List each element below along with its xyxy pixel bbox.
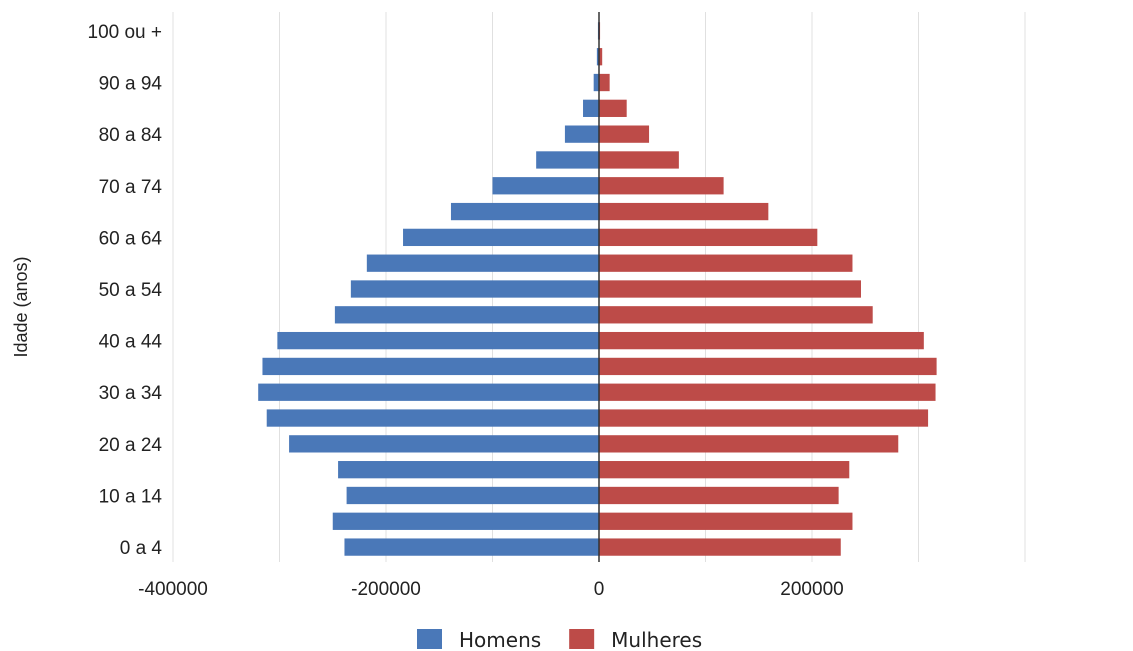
bar-mulheres-3[interactable]	[599, 461, 850, 479]
legend[interactable]: Homens Mulheres	[417, 628, 702, 651]
y-tick-label: 80 a 84	[99, 125, 163, 146]
bar-mulheres-13[interactable]	[599, 202, 769, 221]
y-axis-title: Idade (anos)	[11, 256, 31, 357]
bar-homens-1[interactable]	[332, 512, 599, 530]
bar-mulheres-5[interactable]	[599, 409, 929, 427]
bar-homens-8[interactable]	[277, 331, 599, 350]
bar-mulheres-18[interactable]	[599, 73, 610, 92]
y-tick-label: 30 a 34	[99, 383, 163, 404]
bar-homens-14[interactable]	[492, 177, 600, 195]
bar-mulheres-16[interactable]	[599, 125, 650, 143]
bar-mulheres-7[interactable]	[599, 357, 937, 376]
bar-mulheres-14[interactable]	[599, 177, 724, 195]
x-tick-label: -400000	[138, 579, 208, 600]
x-tick-label: 0	[594, 579, 605, 600]
bars	[258, 22, 937, 556]
legend-swatch-homens[interactable]	[417, 629, 442, 649]
bar-mulheres-4[interactable]	[599, 435, 899, 453]
bar-mulheres-9[interactable]	[599, 306, 873, 324]
legend-label-homens[interactable]: Homens	[459, 628, 541, 651]
y-tick-label: 20 a 24	[99, 435, 163, 456]
bar-homens-5[interactable]	[266, 409, 599, 427]
bar-mulheres-10[interactable]	[599, 280, 861, 298]
bar-homens-7[interactable]	[262, 357, 599, 376]
bar-homens-6[interactable]	[258, 383, 599, 401]
bar-mulheres-17[interactable]	[599, 99, 627, 117]
bar-homens-2[interactable]	[346, 486, 599, 505]
bar-homens-4[interactable]	[289, 435, 599, 453]
bar-mulheres-12[interactable]	[599, 228, 818, 247]
bar-homens-15[interactable]	[536, 151, 599, 169]
y-tick-label: 60 a 64	[99, 228, 163, 249]
bar-homens-10[interactable]	[350, 280, 599, 298]
bar-homens-3[interactable]	[338, 461, 599, 479]
bar-mulheres-0[interactable]	[599, 538, 841, 556]
bar-homens-19[interactable]	[596, 48, 599, 66]
x-tick-label: 200000	[780, 579, 843, 600]
bar-homens-12[interactable]	[403, 228, 599, 247]
y-tick-label: 0 a 4	[120, 538, 163, 559]
y-tick-label: 10 a 14	[99, 486, 163, 507]
legend-label-mulheres[interactable]: Mulheres	[611, 628, 702, 651]
bar-homens-9[interactable]	[334, 306, 599, 324]
bar-mulheres-11[interactable]	[599, 254, 853, 272]
bar-mulheres-8[interactable]	[599, 331, 924, 350]
bar-mulheres-6[interactable]	[599, 383, 936, 401]
y-tick-label: 50 a 54	[99, 280, 163, 301]
bar-mulheres-19[interactable]	[599, 48, 603, 66]
y-tick-label: 90 a 94	[99, 74, 163, 95]
y-tick-label: 70 a 74	[99, 177, 163, 198]
legend-swatch-mulheres[interactable]	[569, 629, 595, 649]
bar-homens-11[interactable]	[366, 254, 599, 272]
bar-mulheres-1[interactable]	[599, 512, 853, 530]
y-tick-label: 100 ou +	[88, 22, 163, 43]
x-tick-label: -200000	[351, 579, 421, 600]
y-tick-label: 40 a 44	[99, 332, 163, 353]
bar-mulheres-15[interactable]	[599, 151, 679, 169]
bar-homens-0[interactable]	[344, 538, 599, 556]
bar-homens-16[interactable]	[564, 125, 599, 143]
bar-homens-17[interactable]	[583, 99, 599, 117]
bar-mulheres-2[interactable]	[599, 486, 839, 505]
bar-homens-13[interactable]	[450, 202, 599, 221]
bar-homens-18[interactable]	[593, 73, 599, 92]
axes: 0 a 4 10 a 14 20 a 24 30 a 34 40 a 44 50 a 54…	[88, 12, 844, 600]
